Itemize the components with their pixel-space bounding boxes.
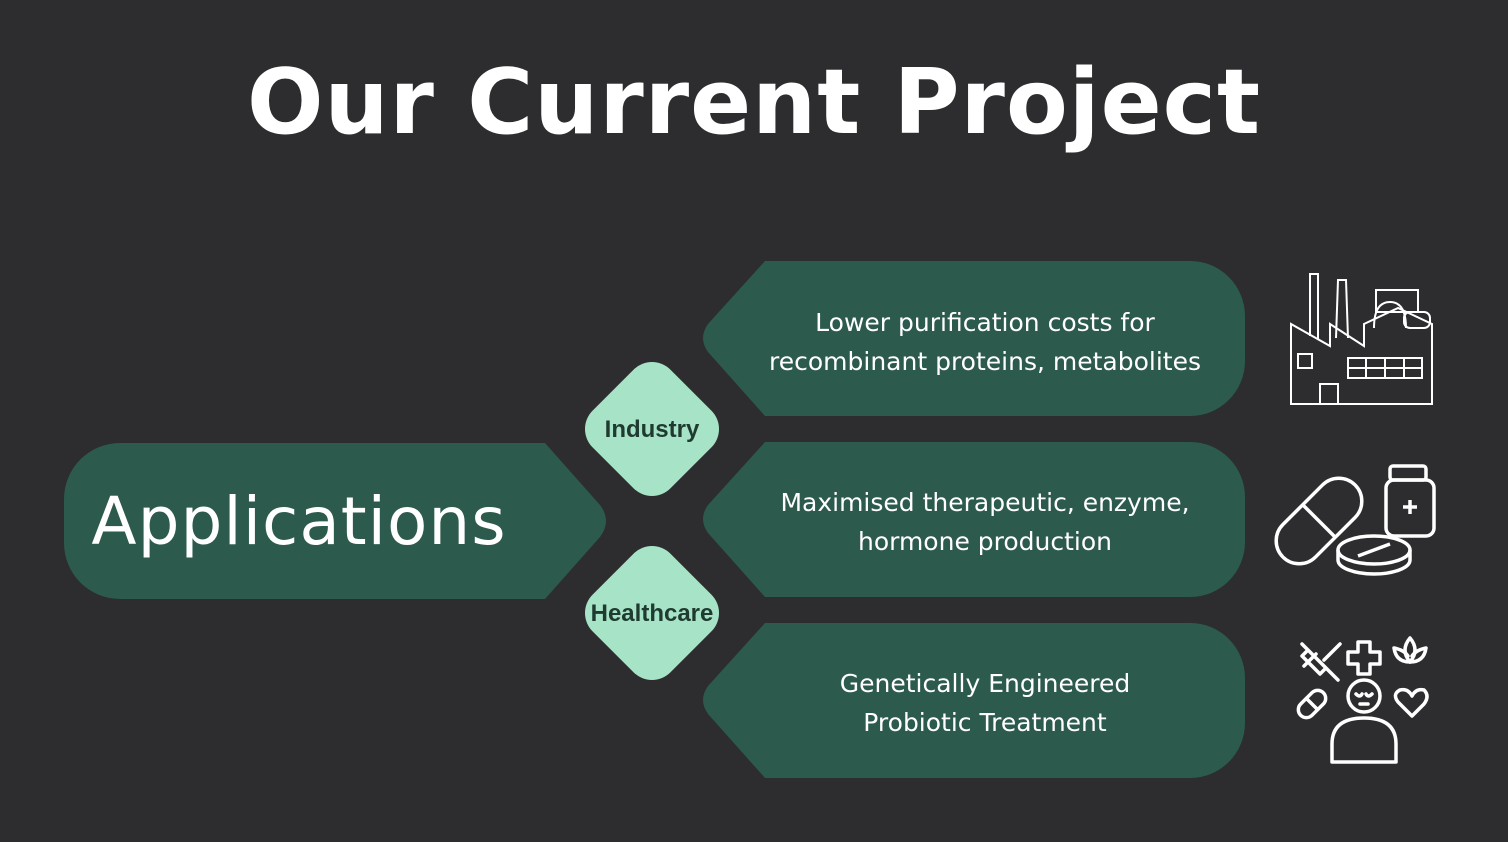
industry-diamond — [584, 361, 720, 497]
item-panel-1 — [703, 261, 1245, 416]
healthcare-label: Healthcare — [590, 600, 714, 627]
item-text-3: Genetically Engineered Probiotic Treatme… — [745, 664, 1225, 742]
healthcare-wellness-icon — [1296, 636, 1429, 764]
applications-label: Applications — [91, 482, 507, 560]
pills-icon — [1274, 464, 1436, 576]
item-text-2-line2: hormone production — [857, 527, 1113, 556]
item-text-1-line1: Lower purification costs for — [815, 308, 1155, 337]
industry-label: Industry — [604, 416, 700, 443]
item-text-1-line2: recombinant proteins, metabolites — [769, 347, 1201, 376]
healthcare-diamond — [584, 545, 720, 681]
item-text-2-line1: Maximised therapeutic, enzyme, — [780, 488, 1190, 517]
page-title: Our Current Project — [246, 50, 1262, 155]
item-panel-2 — [703, 442, 1245, 597]
applications-block — [64, 443, 606, 599]
item-text-3-line1: Genetically Engineered — [839, 669, 1131, 698]
factory-icon — [1290, 273, 1433, 405]
item-text-1: Lower purification costs for recombinant… — [745, 303, 1225, 381]
item-text-3-line2: Probiotic Treatment — [863, 708, 1107, 737]
item-text-2: Maximised therapeutic, enzyme, hormone p… — [745, 483, 1225, 561]
item-panel-3 — [703, 623, 1245, 778]
